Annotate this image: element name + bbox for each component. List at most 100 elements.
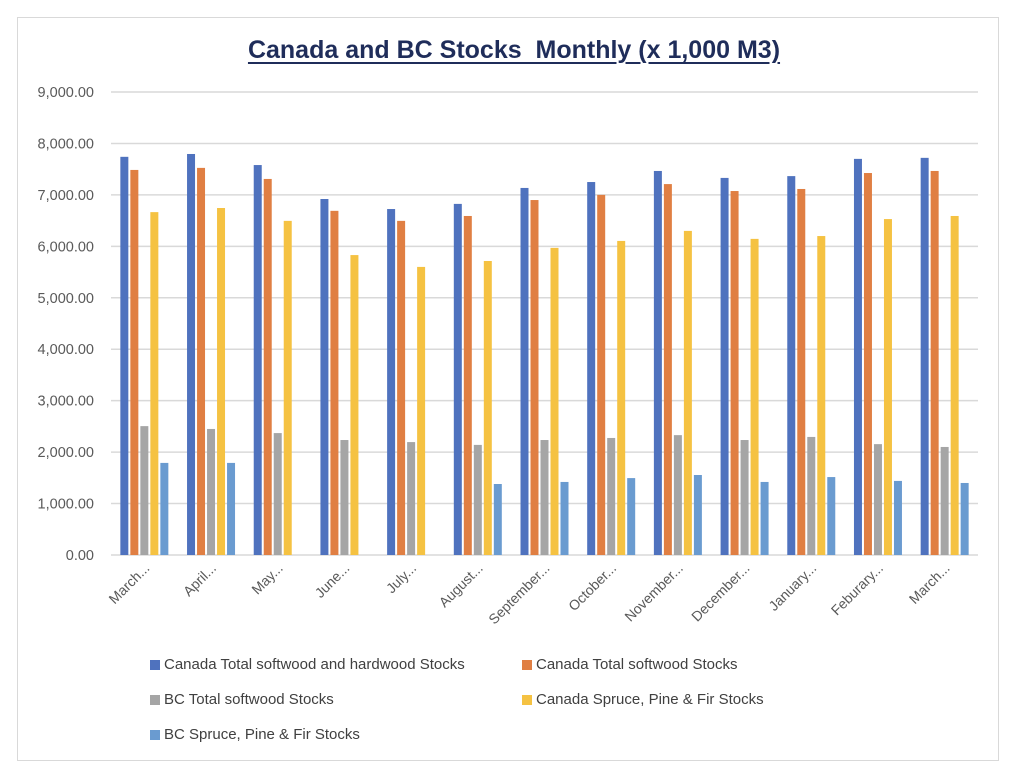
y-tick-label: 1,000.00 xyxy=(38,497,94,513)
bar xyxy=(350,255,359,555)
y-axis-ticks: 0.00 1,000.00 2,000.00 3,000.00 4,000.00 5,00… xyxy=(38,85,94,564)
legend-label: BC Spruce, Pine & Fir Stocks xyxy=(164,726,360,743)
bar xyxy=(407,442,416,555)
bar xyxy=(920,157,929,556)
bar xyxy=(150,212,159,555)
bar xyxy=(617,240,626,555)
y-tick-label: 5,000.00 xyxy=(38,291,94,307)
bar xyxy=(940,446,949,555)
y-tick-label: 9,000.00 xyxy=(38,85,94,101)
bar xyxy=(493,484,502,555)
legend-label: Canada Total softwood and hardwood Stock… xyxy=(164,656,465,673)
bar xyxy=(853,158,862,555)
bar xyxy=(417,266,426,555)
bar xyxy=(397,220,406,555)
bar xyxy=(320,199,329,555)
bar xyxy=(130,169,139,555)
bar xyxy=(930,170,939,555)
x-tick-label: September... xyxy=(485,560,552,627)
legend-item: Canada Total softwood and hardwood Stock… xyxy=(150,656,465,673)
bar xyxy=(227,462,236,555)
bar xyxy=(473,444,482,555)
bar xyxy=(730,191,739,555)
bar xyxy=(120,156,129,555)
legend-label: BC Total softwood Stocks xyxy=(164,691,334,708)
x-tick-label: December... xyxy=(688,560,753,625)
bar xyxy=(653,170,662,555)
bar xyxy=(560,481,569,555)
bar xyxy=(587,182,596,555)
bar xyxy=(340,440,349,555)
bar xyxy=(540,440,549,555)
bar xyxy=(283,220,292,555)
chart-title-text: Canada and BC Stocks Monthly (x 1,000 M3… xyxy=(247,36,781,64)
bar xyxy=(463,215,472,555)
x-tick-label: August... xyxy=(436,560,486,610)
bar xyxy=(187,153,196,556)
y-tick-label: 2,000.00 xyxy=(38,445,94,461)
y-tick-label: 0.00 xyxy=(66,548,94,564)
chart-frame xyxy=(17,17,999,761)
bar xyxy=(627,478,636,555)
legend-swatch xyxy=(522,694,532,705)
y-tick-label: 3,000.00 xyxy=(38,394,94,410)
bar xyxy=(673,435,682,555)
bar xyxy=(663,184,672,555)
bar xyxy=(807,436,816,555)
bar xyxy=(950,215,959,555)
bar xyxy=(273,433,282,555)
x-tick-label: October... xyxy=(565,560,619,614)
bar xyxy=(787,176,796,555)
x-tick-label: June... xyxy=(312,560,353,601)
bar xyxy=(530,200,539,556)
x-tick-label: May... xyxy=(248,560,286,598)
bar xyxy=(797,188,806,555)
bar xyxy=(873,444,882,555)
bar xyxy=(263,178,272,556)
bar xyxy=(607,437,616,555)
bar xyxy=(817,236,826,556)
y-tick-label: 7,000.00 xyxy=(38,188,94,204)
bar xyxy=(693,475,702,555)
legend-item: BC Total softwood Stocks xyxy=(150,691,334,708)
bar xyxy=(253,165,262,555)
bar xyxy=(387,209,396,555)
bar xyxy=(720,177,729,555)
x-tick-label: Feburary... xyxy=(828,560,886,618)
bar xyxy=(740,440,749,555)
legend-item: Canada Spruce, Pine & Fir Stocks xyxy=(522,691,764,708)
bar xyxy=(960,482,969,555)
legend-label: Canada Spruce, Pine & Fir Stocks xyxy=(536,691,764,708)
bar xyxy=(683,230,692,555)
bar xyxy=(330,210,339,555)
chart-title: Canada and BC Stocks Monthly (x 1,000 M3… xyxy=(0,36,1028,65)
x-tick-label: July... xyxy=(383,560,419,596)
bar xyxy=(863,173,872,555)
bar xyxy=(197,167,206,555)
legend-label: Canada Total softwood Stocks xyxy=(536,656,738,673)
legend-swatch xyxy=(150,694,160,705)
bar xyxy=(750,238,759,555)
bar xyxy=(760,481,769,555)
bar xyxy=(140,426,149,555)
bar xyxy=(483,260,492,555)
legend-swatch xyxy=(522,659,532,670)
legend-swatch xyxy=(150,729,160,740)
x-tick-label: November... xyxy=(621,560,686,625)
x-tick-label: March... xyxy=(105,560,152,607)
x-tick-label: April... xyxy=(180,560,219,599)
bar xyxy=(893,480,902,555)
legend-swatch xyxy=(150,659,160,670)
y-tick-label: 6,000.00 xyxy=(38,239,94,255)
bar xyxy=(883,219,892,555)
bar xyxy=(520,187,529,555)
bar xyxy=(827,477,836,555)
bar xyxy=(160,462,169,555)
x-tick-label: January... xyxy=(765,560,819,614)
legend-item: Canada Total softwood Stocks xyxy=(522,656,738,673)
bar xyxy=(550,247,559,556)
bars xyxy=(120,153,969,556)
bar xyxy=(597,194,606,555)
legend-item: BC Spruce, Pine & Fir Stocks xyxy=(150,726,360,743)
